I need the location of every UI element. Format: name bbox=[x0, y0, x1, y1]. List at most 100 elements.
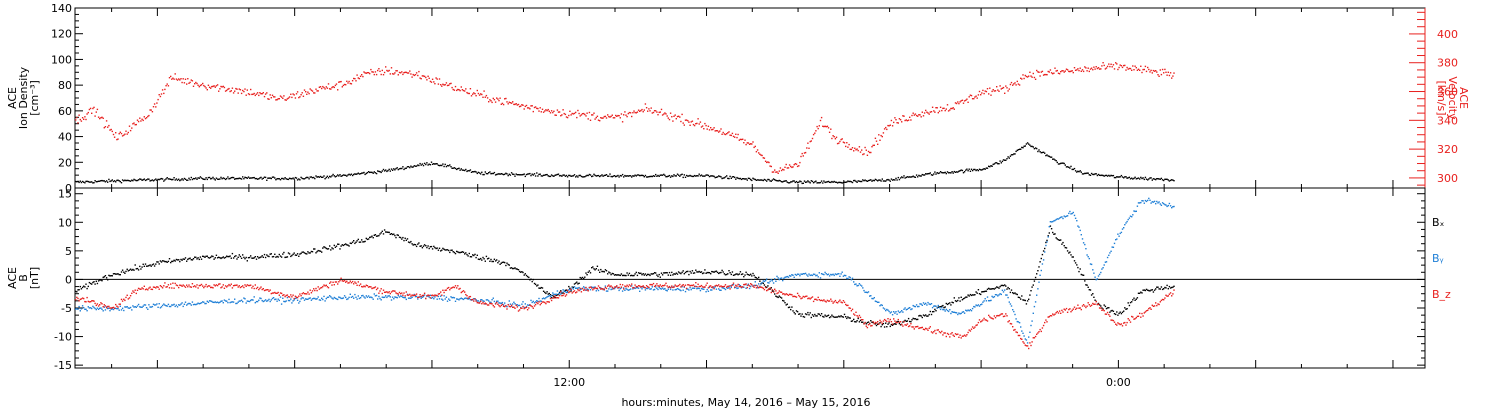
data-point bbox=[359, 241, 362, 243]
data-point bbox=[1139, 202, 1141, 204]
data-point bbox=[330, 88, 332, 90]
data-point bbox=[1030, 290, 1032, 292]
data-point bbox=[160, 261, 163, 263]
data-point bbox=[350, 296, 353, 298]
data-point bbox=[115, 181, 117, 183]
data-point bbox=[704, 122, 706, 125]
data-point bbox=[609, 116, 611, 118]
data-point bbox=[299, 96, 301, 98]
data-point bbox=[378, 68, 380, 70]
data-point bbox=[895, 119, 897, 121]
data-point bbox=[303, 178, 306, 180]
data-point bbox=[254, 284, 256, 286]
data-point bbox=[820, 180, 823, 182]
data-point bbox=[107, 307, 109, 310]
data-point bbox=[449, 83, 451, 85]
data-point bbox=[736, 285, 738, 287]
data-point bbox=[1164, 178, 1166, 180]
data-point bbox=[927, 173, 929, 175]
data-point bbox=[518, 174, 521, 176]
data-point bbox=[707, 271, 710, 274]
data-point bbox=[443, 291, 445, 294]
data-point bbox=[262, 177, 264, 179]
data-point bbox=[374, 234, 377, 236]
data-point bbox=[270, 253, 272, 255]
data-point bbox=[1080, 273, 1082, 276]
data-point bbox=[135, 306, 137, 308]
data-point bbox=[396, 297, 398, 299]
data-point bbox=[811, 296, 814, 298]
data-point bbox=[639, 290, 641, 292]
data-point bbox=[831, 300, 833, 302]
data-point bbox=[649, 283, 651, 286]
data-point bbox=[247, 284, 250, 287]
data-point bbox=[936, 107, 938, 109]
data-point bbox=[1047, 235, 1049, 237]
data-point bbox=[1008, 301, 1010, 303]
data-point bbox=[1163, 203, 1165, 205]
data-point bbox=[907, 176, 910, 178]
data-point bbox=[899, 119, 902, 121]
data-point bbox=[388, 231, 390, 234]
data-point bbox=[238, 88, 240, 90]
data-point bbox=[342, 280, 345, 282]
data-point bbox=[905, 324, 907, 326]
data-point bbox=[1098, 174, 1101, 176]
data-point bbox=[301, 177, 303, 180]
data-point bbox=[284, 295, 286, 298]
data-point bbox=[348, 80, 350, 83]
data-point bbox=[404, 296, 406, 299]
data-point bbox=[1004, 284, 1006, 286]
data-point bbox=[903, 115, 905, 117]
data-point bbox=[290, 255, 292, 258]
data-point bbox=[491, 260, 493, 263]
data-point bbox=[724, 284, 727, 286]
data-point bbox=[181, 81, 183, 84]
data-point bbox=[157, 306, 159, 308]
data-point bbox=[899, 177, 902, 179]
data-point bbox=[370, 171, 372, 173]
data-point bbox=[1032, 146, 1034, 148]
data-point bbox=[544, 301, 546, 304]
data-point bbox=[302, 178, 305, 180]
data-point bbox=[887, 178, 889, 181]
data-point bbox=[566, 116, 569, 119]
data-point bbox=[977, 289, 980, 291]
data-point bbox=[470, 171, 473, 173]
data-point bbox=[914, 326, 917, 328]
data-point bbox=[642, 286, 644, 288]
data-point bbox=[1037, 71, 1039, 73]
data-point bbox=[305, 91, 307, 93]
data-point bbox=[968, 310, 970, 312]
data-point bbox=[1117, 233, 1119, 235]
data-point bbox=[1024, 299, 1026, 302]
data-point bbox=[486, 258, 489, 260]
data-point bbox=[333, 175, 335, 177]
data-point bbox=[200, 302, 203, 304]
data-point bbox=[978, 319, 981, 321]
data-point bbox=[1116, 176, 1118, 178]
data-point bbox=[822, 300, 824, 302]
data-point bbox=[1104, 305, 1107, 308]
data-point bbox=[480, 300, 482, 303]
data-point bbox=[992, 163, 994, 166]
data-point bbox=[898, 322, 901, 325]
data-point bbox=[874, 137, 877, 139]
data-point bbox=[978, 90, 981, 93]
data-point bbox=[244, 284, 246, 286]
data-point bbox=[342, 174, 345, 176]
data-point bbox=[284, 256, 286, 259]
data-point bbox=[635, 285, 637, 288]
data-point bbox=[1021, 295, 1023, 297]
data-point bbox=[748, 287, 751, 290]
data-point bbox=[1025, 75, 1028, 78]
data-point bbox=[486, 97, 489, 99]
data-point bbox=[323, 284, 325, 286]
data-point bbox=[380, 232, 382, 234]
data-point bbox=[234, 178, 236, 180]
data-point bbox=[1078, 69, 1080, 72]
data-point bbox=[1102, 174, 1104, 177]
data-point bbox=[981, 291, 983, 293]
data-point bbox=[493, 99, 496, 101]
data-point bbox=[894, 320, 896, 322]
